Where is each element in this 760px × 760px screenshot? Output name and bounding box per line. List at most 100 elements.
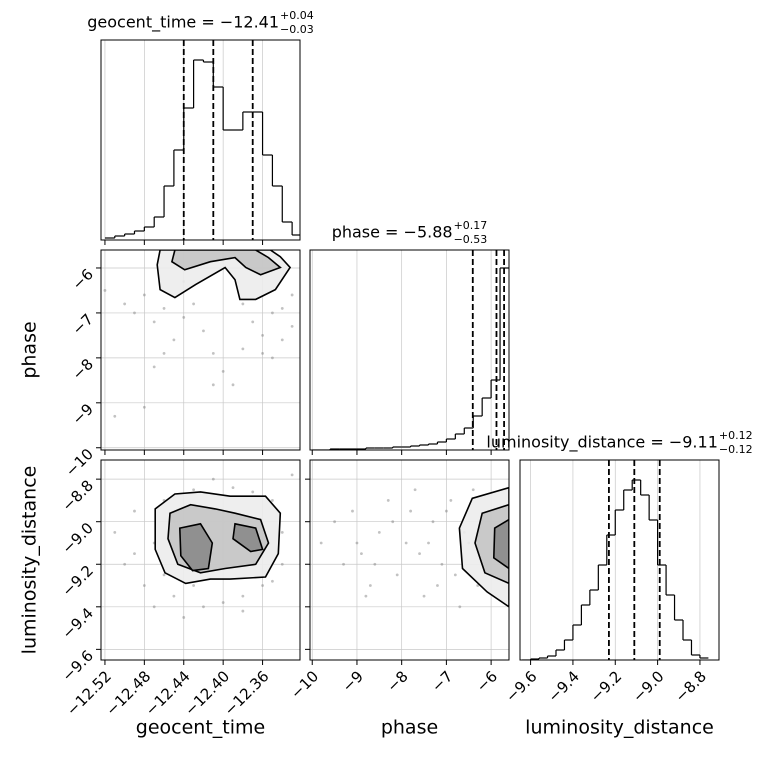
sample-point [377,530,381,534]
sample-point [319,541,323,545]
sample-point [162,307,166,310]
sample-point [431,520,435,524]
sample-point [182,616,186,619]
sample-point [251,320,255,324]
panel-frame [309,459,510,661]
sample-point [123,302,127,306]
sample-point [123,562,127,566]
sample-point [280,530,284,534]
x-tick-label: −12.36 [221,667,273,719]
y-axis-label: phase [19,321,41,378]
sample-point [192,302,196,306]
sample-point [413,488,417,492]
sample-point [391,520,395,524]
y-tick-label: −6 [69,265,97,293]
x-tick-label: −8 [383,667,411,695]
x-axis-label: geocent_time [136,717,265,739]
sample-point [436,584,439,587]
sample-point [409,509,413,513]
sample-point [271,499,274,502]
sample-point [142,405,146,409]
sample-point [342,562,345,566]
y-tick-label: −9.2 [59,562,97,600]
x-tick-label: −9 [339,667,367,695]
sample-point [133,509,136,513]
y-tick-label: −9.0 [59,519,97,557]
sample-point [261,351,264,355]
sample-point [261,584,264,587]
sample-point [152,320,156,324]
x-axis-label: luminosity_distance [525,717,714,739]
panel-frame [100,459,301,661]
sample-point [271,579,274,583]
sample-point [113,530,117,534]
sample-point [290,293,294,297]
sample-point [211,477,215,481]
sample-point [172,338,176,342]
y-tick-label: −8 [69,355,97,383]
histogram [104,59,300,239]
sample-point [422,594,426,598]
sample-point [192,584,196,587]
panel-frame [100,39,301,241]
sample-point [162,573,166,577]
sample-point [333,520,336,524]
sample-point [360,552,363,556]
x-tick-label: −9.2 [587,667,625,705]
panel-title: geocent_time = −12.41 [87,13,279,33]
sample-point [241,347,245,351]
sample-point [142,584,146,587]
y-axis-label: luminosity_distance [19,466,41,655]
sample-point [241,609,245,613]
sample-point [368,584,372,587]
sample-point [261,333,264,337]
histogram [522,479,709,660]
histogram [312,267,509,450]
sample-point [251,490,255,494]
sample-point [241,594,245,598]
panel-frame [519,459,720,661]
sample-point [373,562,377,566]
sample-point [221,601,225,604]
y-tick-label: −10 [62,445,97,480]
title-lower: −0.12 [719,443,753,456]
sample-point [133,311,136,315]
sample-point [172,594,176,598]
x-tick-label: −6 [473,667,501,695]
sample-point [152,605,156,609]
sample-point [271,356,274,360]
sample-point [231,383,235,387]
sample-point [440,562,444,566]
contour [178,522,214,572]
x-axis-label: phase [381,717,438,739]
sample-point [476,584,480,587]
sample-point [202,329,205,333]
contour [232,522,264,553]
panel-frame [100,249,301,451]
sample-point [290,473,294,477]
sample-point [271,311,274,315]
density-layer [319,486,509,609]
panel-title: luminosity_distance = −9.11 [486,433,717,453]
y-tick-label: −9.4 [59,604,97,642]
sample-point [202,605,205,609]
sample-point [395,573,399,577]
title-lower: −0.03 [280,23,314,36]
density-layer [113,473,294,619]
sample-point [192,488,196,492]
sample-point [449,499,453,502]
sample-point [211,351,215,355]
sample-point [404,541,408,545]
sample-point [221,369,225,373]
x-tick-label: −9.4 [544,667,582,705]
sample-point [152,365,156,369]
sample-point [231,486,235,490]
sample-point [386,499,390,502]
sample-point [444,509,448,513]
sample-point [351,509,354,513]
sample-point [211,383,215,387]
density-layer [103,250,294,418]
sample-point [280,562,284,566]
title-lower: −0.53 [454,233,488,246]
